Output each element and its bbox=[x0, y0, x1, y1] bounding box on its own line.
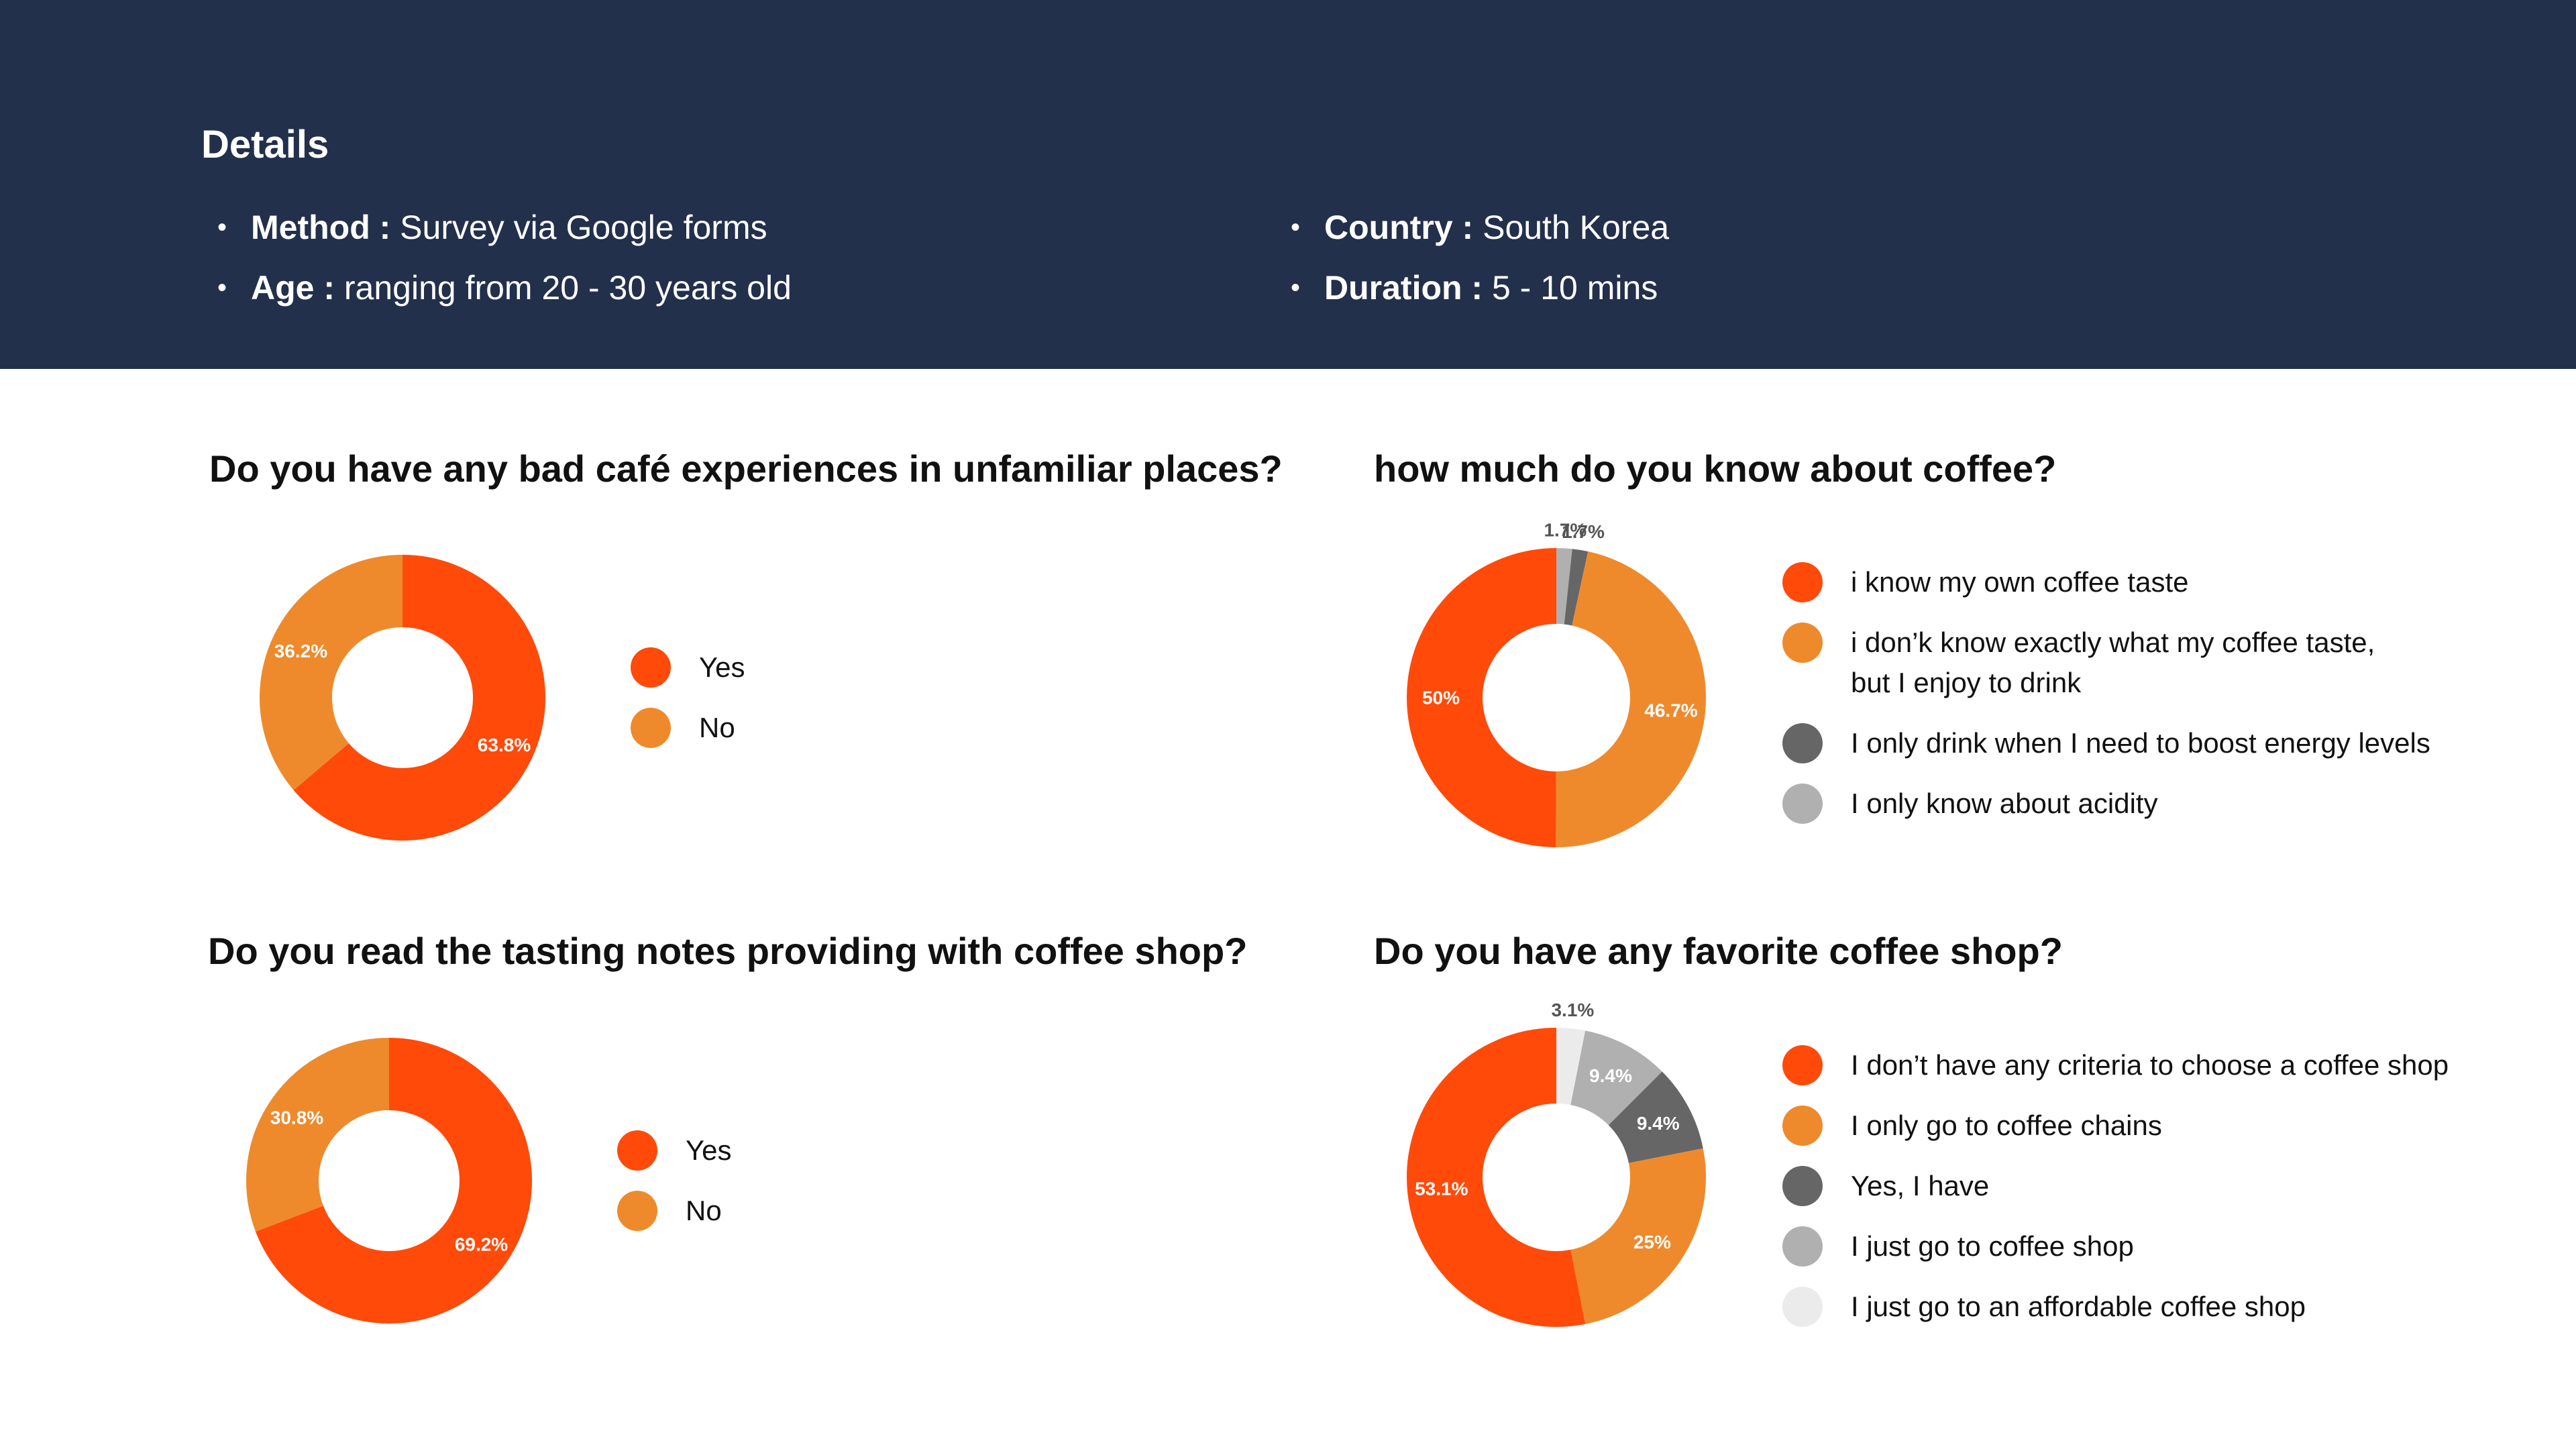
donut-slice bbox=[1569, 1030, 1662, 1126]
legend-swatch bbox=[617, 1130, 657, 1171]
legend-swatch bbox=[1782, 562, 1823, 602]
details-title: Details bbox=[201, 123, 329, 166]
slice-label: 69.2% bbox=[455, 1234, 508, 1255]
legend-label: Yes bbox=[699, 651, 745, 683]
slice-label: 53.1% bbox=[1415, 1179, 1468, 1199]
legend-swatch bbox=[631, 708, 671, 748]
slice-label: 46.7% bbox=[1644, 700, 1697, 721]
legend-swatch bbox=[1782, 723, 1823, 763]
chart-title-tasting-notes: Do you read the tasting notes providing … bbox=[208, 930, 1248, 972]
slice-label: 3.1% bbox=[1551, 1000, 1594, 1020]
chart-title-bad-cafe: Do you have any bad café experiences in … bbox=[209, 447, 1283, 490]
slice-label: 1.7% bbox=[1562, 521, 1605, 542]
legend-swatch bbox=[1782, 1166, 1823, 1206]
donut-slice bbox=[1569, 1148, 1706, 1324]
legend-label: i don’k know exactly what my coffee tast… bbox=[1851, 627, 2375, 658]
legend-swatch bbox=[1782, 784, 1823, 824]
legend-label: I don’t have any criteria to choose a co… bbox=[1851, 1049, 2449, 1081]
detail-value: 5 - 10 mins bbox=[1483, 269, 1658, 307]
detail-key: Country : bbox=[1324, 209, 1474, 246]
slice-label: 36.2% bbox=[274, 641, 327, 661]
detail-age: • Age : ranging from 20 - 30 years old bbox=[201, 268, 792, 307]
legend-label: No bbox=[686, 1195, 722, 1226]
legend-swatch bbox=[1782, 623, 1823, 663]
detail-key: Age : bbox=[251, 269, 335, 307]
slice-label: 9.4% bbox=[1637, 1113, 1680, 1134]
legend-label: Yes, I have bbox=[1851, 1170, 1990, 1201]
donut-slice bbox=[256, 1038, 532, 1324]
legend-label: Yes bbox=[686, 1134, 732, 1166]
detail-value: ranging from 20 - 30 years old bbox=[335, 269, 792, 307]
slice-label: 9.4% bbox=[1589, 1065, 1632, 1086]
donut-slice bbox=[1407, 1028, 1586, 1327]
slice-label: 1.7% bbox=[1544, 519, 1587, 540]
legend-swatch bbox=[1782, 1045, 1823, 1085]
donut-slice bbox=[1563, 549, 1589, 626]
slice-label: 63.8% bbox=[478, 735, 531, 755]
legend-label: No bbox=[699, 712, 735, 743]
detail-country: • Country : South Korea bbox=[1275, 208, 1669, 247]
donut-slice bbox=[246, 1038, 390, 1232]
detail-duration: • Duration : 5 - 10 mins bbox=[1275, 268, 1658, 307]
donut-slice bbox=[1555, 551, 1706, 848]
legend-swatch bbox=[1782, 1106, 1823, 1146]
legend-label: I only know about acidity bbox=[1851, 788, 2158, 819]
detail-value: South Korea bbox=[1473, 209, 1670, 246]
detail-key: Method : bbox=[251, 209, 391, 246]
legend-swatch bbox=[1782, 1287, 1823, 1327]
bullet-icon: • bbox=[217, 273, 227, 303]
donut-slice bbox=[1556, 548, 1572, 625]
donut-slice bbox=[260, 555, 404, 790]
chart-title-coffee-knowledge: how much do you know about coffee? bbox=[1374, 447, 2057, 490]
slice-label: 30.8% bbox=[270, 1107, 323, 1128]
legend-swatch bbox=[1782, 1226, 1823, 1267]
detail-method: • Method : Survey via Google forms bbox=[201, 208, 767, 247]
bullet-icon: • bbox=[1291, 213, 1301, 242]
slice-label: 50% bbox=[1422, 688, 1460, 708]
slice-label: 25% bbox=[1633, 1232, 1671, 1252]
legend-label: I only go to coffee chains bbox=[1851, 1110, 2162, 1141]
donut-slice bbox=[1607, 1071, 1703, 1165]
bullet-icon: • bbox=[217, 213, 227, 242]
detail-value: Survey via Google forms bbox=[390, 209, 767, 246]
chart-title-favorite-shop: Do you have any favorite coffee shop? bbox=[1374, 930, 2063, 972]
donut-slice bbox=[1555, 1028, 1586, 1106]
legend-label: but I enjoy to drink bbox=[1851, 667, 2082, 698]
donut-slice bbox=[1406, 548, 1558, 847]
legend-swatch bbox=[617, 1191, 657, 1231]
legend-label: I only drink when I need to boost energy… bbox=[1851, 727, 2430, 759]
donut-slice bbox=[293, 555, 545, 841]
details-header: Details • Method : Survey via Google form… bbox=[0, 0, 2576, 369]
legend-swatch bbox=[631, 647, 671, 688]
legend-label: I just go to coffee shop bbox=[1851, 1230, 2134, 1262]
legend-label: i know my own coffee taste bbox=[1851, 566, 2189, 598]
bullet-icon: • bbox=[1291, 273, 1301, 303]
legend-label: I just go to an affordable coffee shop bbox=[1851, 1291, 2306, 1322]
detail-key: Duration : bbox=[1324, 269, 1483, 307]
